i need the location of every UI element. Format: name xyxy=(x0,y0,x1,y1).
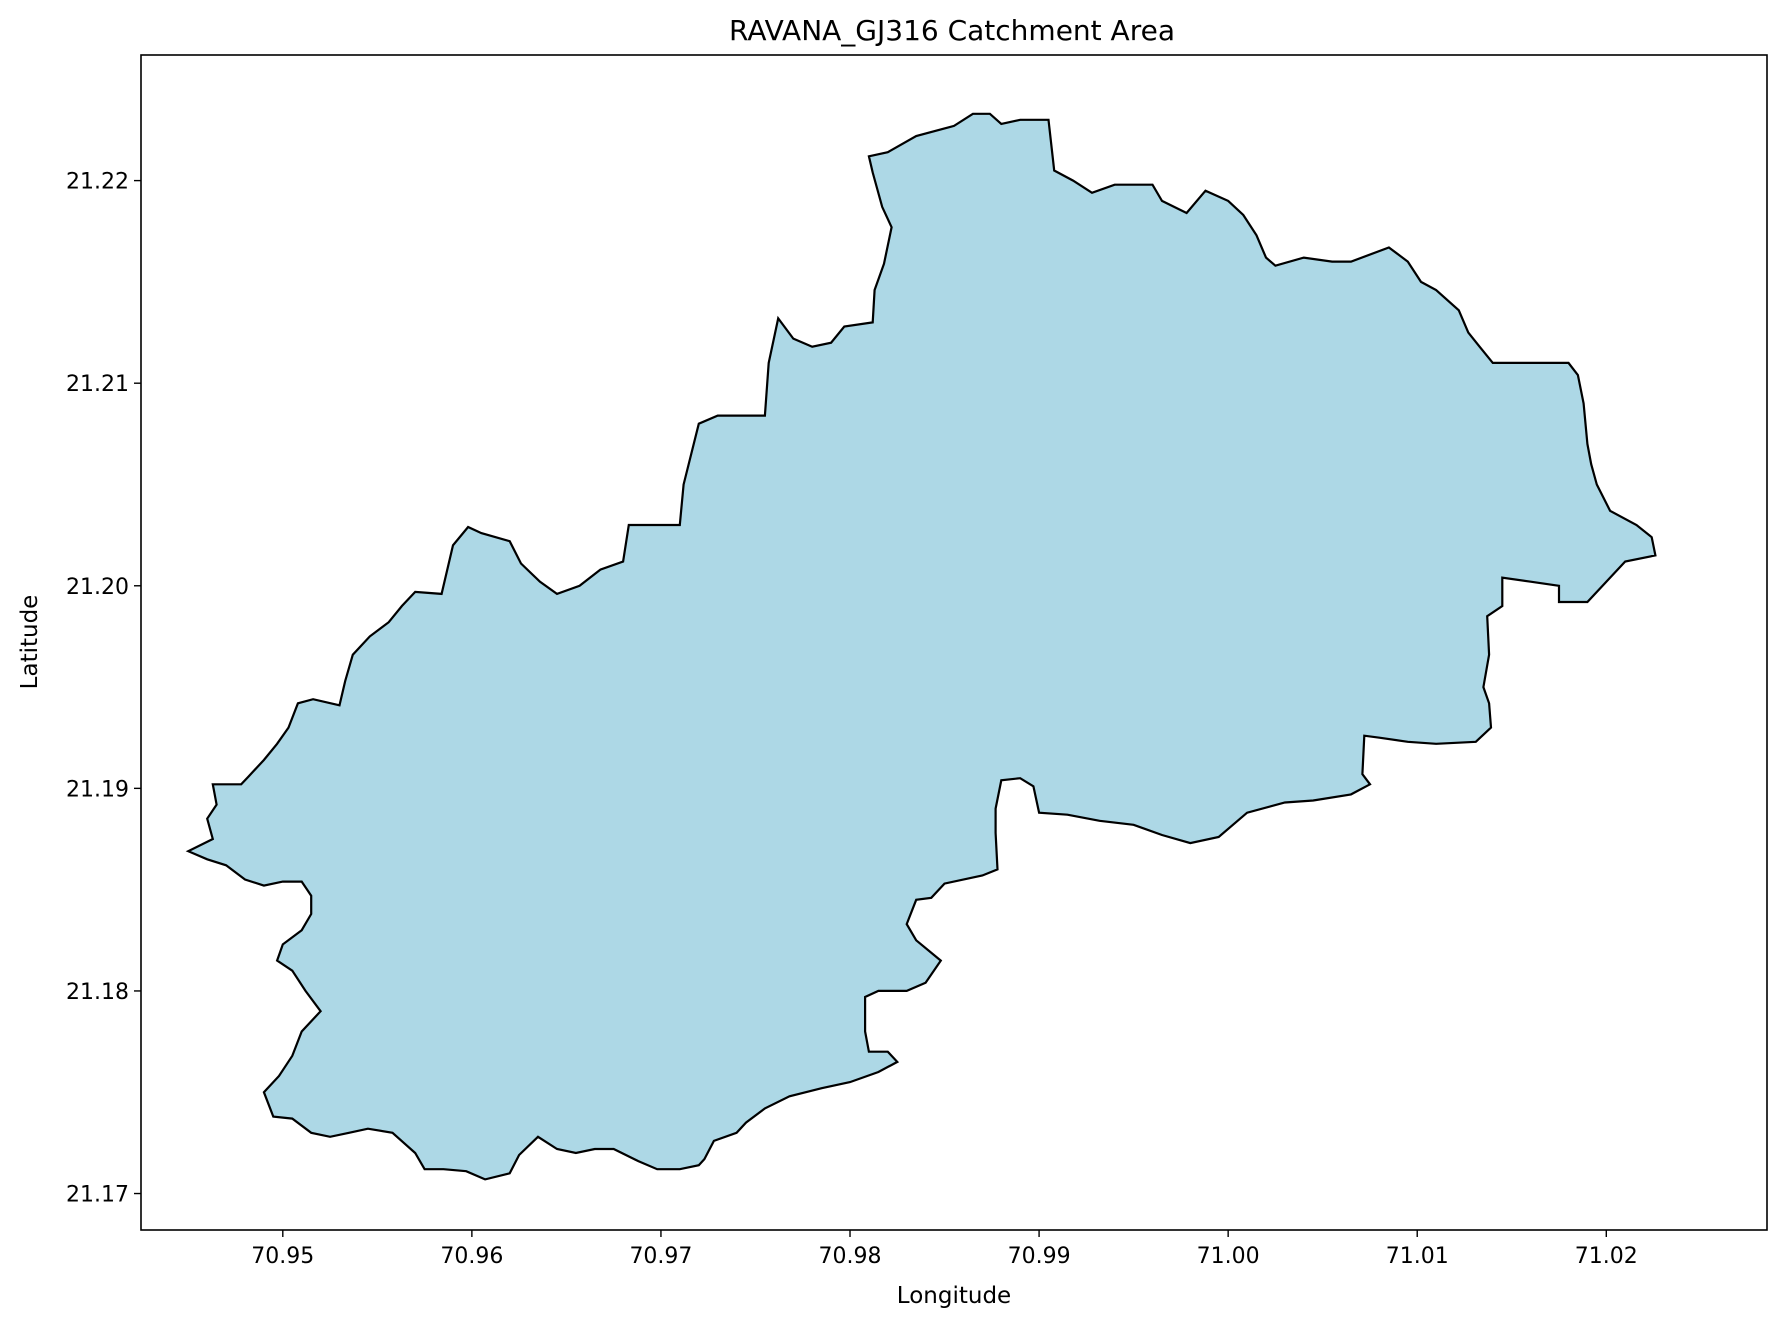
x-tick-label: 71.00 xyxy=(1197,1244,1260,1269)
y-tick-label: 21.19 xyxy=(66,777,129,802)
y-axis-label: Latitude xyxy=(17,595,43,690)
plot-title: RAVANA_GJ316 Catchment Area xyxy=(729,14,1175,47)
x-tick-label: 70.96 xyxy=(440,1244,503,1269)
x-tick-label: 70.97 xyxy=(629,1244,692,1269)
y-tick-label: 21.20 xyxy=(66,575,129,600)
y-tick-label: 21.17 xyxy=(66,1183,129,1208)
x-tick-label: 70.99 xyxy=(1008,1244,1071,1269)
y-tick-label: 21.21 xyxy=(66,372,129,397)
x-tick-label: 70.98 xyxy=(819,1244,882,1269)
x-tick-label: 71.01 xyxy=(1386,1244,1449,1269)
x-tick-label: 70.95 xyxy=(251,1244,314,1269)
x-axis-label: Longitude xyxy=(897,1283,1011,1309)
x-axis-ticks: 70.95 70.96 70.97 70.98 70.99 71.00 71.01 71.02 xyxy=(251,1230,1638,1269)
catchment-polygon xyxy=(185,112,1657,1181)
y-tick-label: 21.22 xyxy=(66,170,129,195)
y-axis-ticks: 21.17 21.18 21.19 21.20 21.21 21.22 xyxy=(66,170,141,1208)
y-tick-label: 21.18 xyxy=(66,980,129,1005)
x-tick-label: 71.02 xyxy=(1575,1244,1638,1269)
